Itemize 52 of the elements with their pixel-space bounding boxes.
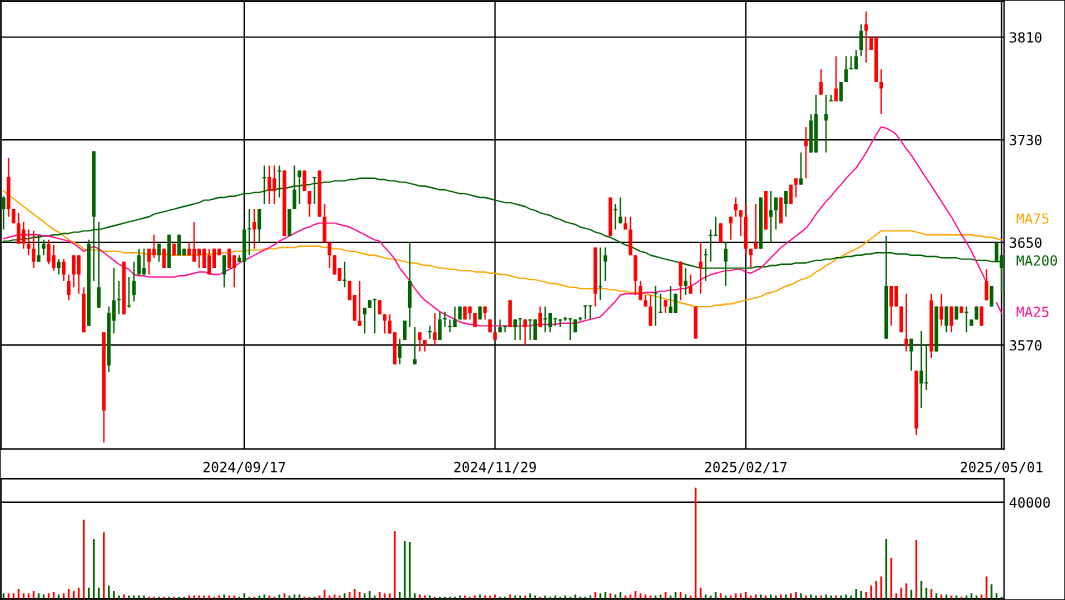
candlestick <box>774 196 778 231</box>
candlestick <box>784 190 788 218</box>
x-tick-label: 2025/02/17 <box>705 461 787 474</box>
candlestick <box>769 190 773 244</box>
series-label: MA25 <box>1016 306 1049 318</box>
candlestick <box>127 276 131 309</box>
candlestick <box>513 318 517 341</box>
candlestick <box>799 151 803 186</box>
x-tick-label: 2025/05/01 <box>960 461 1043 474</box>
candlestick <box>76 254 81 295</box>
y-tick-label: 3730 <box>1009 134 1042 146</box>
y-tick-label: 3570 <box>1009 340 1042 351</box>
candlestick <box>438 311 442 341</box>
series-label: MA75 <box>1016 213 1049 224</box>
candlestick <box>653 285 658 327</box>
candlestick <box>804 126 808 179</box>
line-series <box>2 190 1003 308</box>
candlestick <box>66 273 71 301</box>
candlestick <box>879 68 883 115</box>
candlestick <box>413 326 417 366</box>
candlestick <box>754 203 758 250</box>
candlestick <box>433 312 437 346</box>
candlestick <box>603 246 608 282</box>
candlestick <box>794 177 798 199</box>
series-label: MA200 <box>1016 255 1058 266</box>
candlestick <box>844 55 848 83</box>
candlestick <box>36 234 41 263</box>
candlestick <box>222 254 227 289</box>
candlestick <box>733 196 738 218</box>
candlestick <box>819 68 823 96</box>
candlestick <box>51 244 56 272</box>
candlestick <box>859 23 863 58</box>
candlestick <box>909 337 914 372</box>
y-tick-label: 40000 <box>1009 497 1050 508</box>
candlestick <box>382 313 387 335</box>
y-tick-label: 3650 <box>1009 237 1042 248</box>
candlestick <box>523 318 527 346</box>
candlestick <box>889 285 894 327</box>
candlestick <box>397 337 402 366</box>
candlestick <box>904 293 909 353</box>
candlestick <box>247 208 252 256</box>
x-tick-label: 2024/09/17 <box>203 461 286 474</box>
candlestick <box>864 10 868 64</box>
candlestick <box>61 258 66 282</box>
candlestick <box>418 331 422 353</box>
candlestick <box>824 94 828 154</box>
x-tick-label: 2024/11/29 <box>454 461 536 474</box>
candlestick <box>834 55 838 102</box>
candlestick <box>738 209 743 237</box>
candlestick <box>132 260 136 303</box>
y-tick-label: 3810 <box>1009 32 1042 43</box>
candlestick <box>924 344 929 391</box>
